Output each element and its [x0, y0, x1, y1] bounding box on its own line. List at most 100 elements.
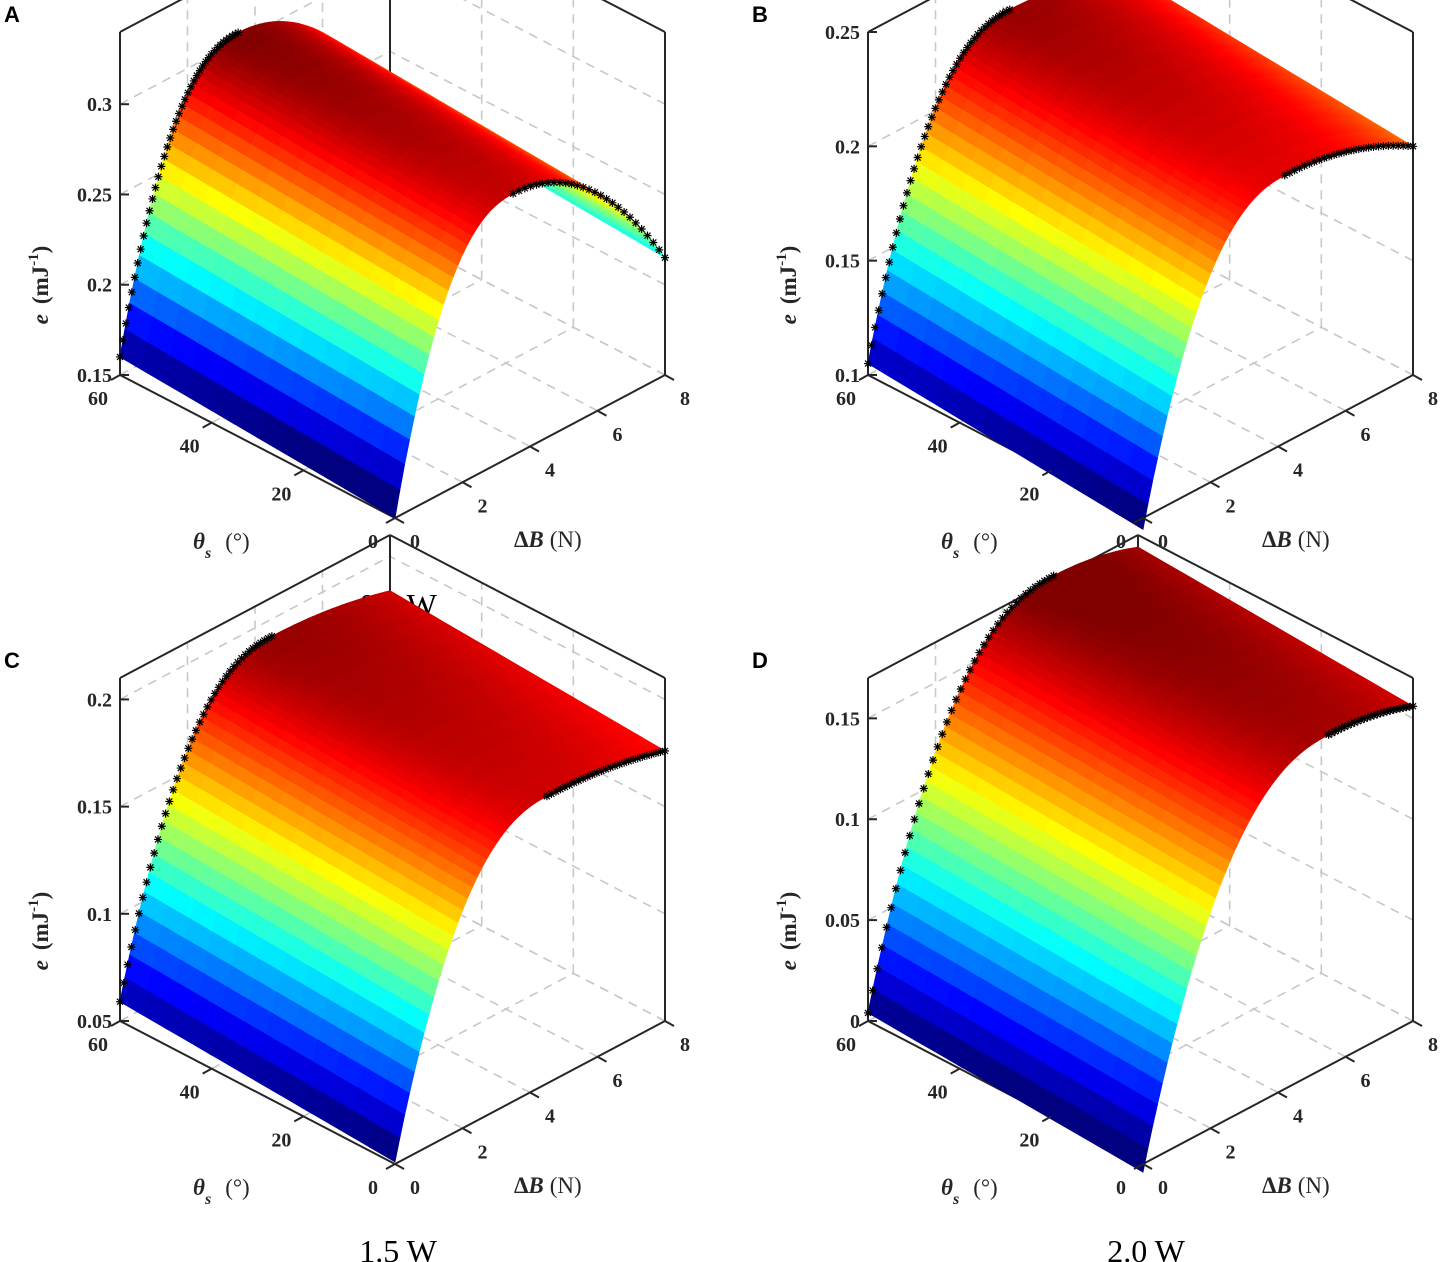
marker — [151, 183, 160, 192]
z-tick-label: 0.2 — [87, 689, 112, 711]
marker — [938, 87, 947, 96]
marker — [1331, 727, 1340, 736]
marker — [163, 142, 172, 151]
marker — [1026, 586, 1035, 595]
marker — [970, 656, 979, 665]
marker — [1373, 710, 1382, 719]
marker — [1012, 598, 1021, 607]
marker — [631, 218, 640, 227]
marker — [989, 626, 998, 635]
marker — [198, 61, 207, 70]
marker — [148, 194, 157, 203]
x-tick-label: 40 — [928, 1082, 948, 1104]
marker — [172, 117, 181, 126]
marker — [920, 132, 929, 141]
marker — [956, 54, 965, 63]
marker — [520, 184, 529, 193]
marker — [633, 754, 642, 763]
marker — [1339, 148, 1348, 157]
marker — [547, 789, 556, 798]
marker — [970, 34, 979, 43]
edge-markers — [864, 5, 1417, 368]
marker — [1021, 589, 1030, 598]
marker — [245, 647, 254, 656]
marker — [881, 273, 890, 282]
marker — [1280, 171, 1289, 180]
marker — [620, 758, 629, 767]
marker — [256, 638, 265, 647]
z-tick-label: 0.15 — [77, 797, 112, 819]
marker — [127, 943, 136, 952]
marker — [241, 650, 250, 659]
marker — [186, 82, 195, 91]
z-tick-label: 0.3 — [87, 94, 112, 116]
marker — [597, 767, 606, 776]
marker — [1347, 719, 1356, 728]
marker — [655, 245, 664, 254]
marker — [509, 189, 518, 198]
marker — [606, 763, 615, 772]
y-axis-label: ΔB (N) — [1262, 527, 1330, 552]
x-tick-label: 0 — [368, 531, 378, 553]
marker — [906, 176, 915, 185]
x-tick-label: 0 — [1116, 531, 1126, 553]
x-tick-label: 0 — [1116, 1177, 1126, 1199]
y-tick-label: 6 — [1361, 424, 1371, 446]
surface — [867, 546, 1415, 1173]
marker — [891, 884, 900, 893]
marker — [917, 142, 926, 151]
marker — [1344, 147, 1353, 156]
marker — [139, 231, 148, 240]
marker — [661, 746, 669, 755]
x-axis-label: θs (°) — [193, 529, 250, 562]
marker — [166, 133, 175, 142]
marker — [207, 49, 216, 58]
panel-letter: B — [752, 2, 768, 27]
marker — [928, 756, 937, 765]
marker — [544, 178, 553, 187]
marker — [192, 71, 201, 80]
marker — [210, 689, 219, 698]
marker — [1396, 704, 1405, 713]
marker — [895, 215, 904, 224]
marker — [1337, 724, 1346, 733]
marker — [1334, 725, 1343, 734]
marker — [180, 753, 189, 762]
marker — [228, 31, 237, 40]
x-axis-label: θs (°) — [941, 1175, 998, 1208]
marker — [222, 672, 231, 681]
marker — [561, 179, 570, 188]
marker — [1370, 711, 1379, 720]
marker — [118, 335, 127, 344]
marker — [195, 66, 204, 75]
marker — [157, 822, 166, 831]
y-tick-label: 0 — [1158, 531, 1168, 553]
marker — [237, 654, 246, 663]
marker — [176, 764, 185, 773]
marker — [910, 164, 919, 173]
z-tick-label: 0.25 — [77, 184, 112, 206]
marker — [555, 178, 564, 187]
panel-b: 0 20 40 60 0 2 4 6 8 0.1 0.15 0.2 0.25 θs (°) ΔB (N) e(mJ… — [752, 0, 1438, 623]
y-tick-label: 2 — [478, 495, 488, 517]
marker — [1379, 708, 1388, 717]
marker — [565, 780, 574, 789]
z-axis-label: e(mJ-1) — [774, 892, 801, 971]
marker — [984, 19, 993, 28]
marker — [121, 319, 130, 328]
marker — [624, 757, 633, 766]
marker — [608, 198, 617, 207]
marker — [1364, 143, 1373, 152]
marker — [1369, 142, 1378, 151]
marker — [892, 228, 901, 237]
marker — [602, 194, 611, 203]
marker — [966, 665, 975, 674]
marker — [1320, 154, 1329, 163]
marker — [871, 323, 880, 332]
surface — [119, 20, 666, 519]
marker — [131, 925, 140, 934]
marker — [874, 306, 883, 315]
marker — [1374, 142, 1383, 151]
marker — [207, 695, 216, 704]
